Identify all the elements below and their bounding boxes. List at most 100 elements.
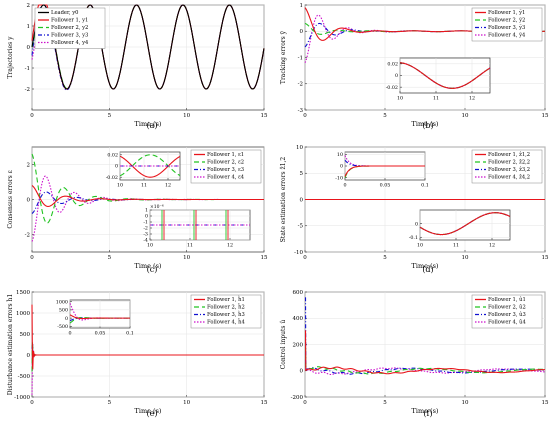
y-tick-label: -5 <box>298 224 304 230</box>
y-tick-label: 1 <box>27 24 31 30</box>
x-tick-label: 11 <box>187 242 193 248</box>
x-tick-label: 0.1 <box>126 330 134 336</box>
x-tick-label: 0 <box>303 113 307 119</box>
y-tick-label: 0 <box>340 164 343 170</box>
y-tick-label: 0 <box>65 316 68 322</box>
x-tick-label: 11 <box>433 95 439 101</box>
y-tick-label: -0.02 <box>106 175 118 181</box>
x-tick-label: 15 <box>261 400 268 406</box>
y-tick-label: 0 <box>415 221 418 227</box>
series-leader <box>31 4 265 90</box>
inset-bottom-series-1 <box>419 212 511 236</box>
legend-entry: Follower 1, ẑ1,2 <box>488 151 530 158</box>
series-follower-3 <box>31 191 264 214</box>
y-tick-label: -10 <box>335 175 343 181</box>
x-axis-label: Time (s) <box>412 262 439 270</box>
x-tick-label: 10 <box>462 113 469 119</box>
x-tick-label: 0 <box>303 255 307 261</box>
x-tick-label: 10 <box>183 113 190 119</box>
series-follower-1 <box>304 330 546 375</box>
y-tick-label: 0 <box>300 29 304 35</box>
y-tick-label: 0 <box>115 164 118 170</box>
y-tick-label: 1000 <box>56 299 68 305</box>
x-tick-label: 10 <box>417 242 423 248</box>
x-tick-label: 5 <box>383 113 387 119</box>
y-tick-label: 0.02 <box>107 152 118 158</box>
series-follower-1 <box>31 185 264 207</box>
x-tick-label: 15 <box>261 255 268 261</box>
y-tick-label: 0 <box>27 353 31 359</box>
y-tick-label: -1 <box>143 220 148 226</box>
legend-entry: Follower 3, y3 <box>51 33 88 39</box>
y-tick-label: -1 <box>25 66 30 72</box>
y-tick-label: 200 <box>293 342 304 348</box>
y-tick-label: -2 <box>25 87 30 93</box>
y-tick-label: 10 <box>337 152 343 158</box>
y-tick-label: 1000 <box>16 311 30 317</box>
x-axis-label: Time (s) <box>135 262 162 270</box>
caption-c: (c) <box>147 265 158 274</box>
series-follower-1 <box>31 304 264 370</box>
y-tick-label: -10 <box>294 250 303 256</box>
x-tick-label: 11 <box>141 182 147 188</box>
legend-box <box>190 149 262 184</box>
x-tick-label: 0.05 <box>380 182 391 188</box>
x-tick-label: 15 <box>542 113 549 119</box>
y-axis-label: Trajectories y <box>7 36 14 79</box>
y-tick-label: 10 <box>296 145 303 151</box>
y-tick-label: 2 <box>27 162 31 168</box>
y-tick-label: -0.02 <box>386 85 398 91</box>
caption-f: (f) <box>423 409 432 418</box>
x-axis-label: Time (s) <box>135 407 162 415</box>
y-tick-label: -500 <box>18 374 31 380</box>
x-tick-label: 0 <box>68 330 71 336</box>
x-tick-label: 11 <box>453 242 459 248</box>
legend-entry: Follower 3, ĥ3 <box>207 311 245 318</box>
x-tick-label: 0 <box>30 255 34 261</box>
x-tick-label: 10 <box>183 255 190 261</box>
legend-entry: Follower 1, ĥ1 <box>207 296 245 303</box>
x-tick-label: 5 <box>383 400 387 406</box>
y-axis-label: Consensus errors ε <box>7 170 14 228</box>
caption-e: (e) <box>147 409 158 418</box>
inset-d-bottom: 10 11 12 0 -0.1 <box>409 209 511 248</box>
y-tick-label: 0 <box>27 45 31 51</box>
legend-entry: Leader, y0 <box>51 10 78 16</box>
y-tick-label: 1 <box>145 208 148 214</box>
plot-area <box>419 209 511 241</box>
x-tick-label: 12 <box>489 242 495 248</box>
y-tick-label: 1 <box>300 3 304 9</box>
y-tick-label: 0 <box>27 197 31 203</box>
y-tick-label: -200 <box>291 395 304 401</box>
x-tick-label: 5 <box>108 400 112 406</box>
legend-entry: Follower 2, ẑ2,2 <box>488 159 530 166</box>
caption-b: (b) <box>422 121 433 130</box>
x-tick-label: 5 <box>108 255 112 261</box>
x-tick-label: 10 <box>462 255 469 261</box>
x-tick-label: 10 <box>397 95 403 101</box>
legend-entry: Follower 3, ẑ3,2 <box>488 166 530 173</box>
x-tick-label: 15 <box>261 113 268 119</box>
legend-box <box>34 7 106 49</box>
x-tick-label: 5 <box>108 113 112 119</box>
y-tick-label: -500 <box>57 324 68 330</box>
legend-entry: Follower 1, ỹ1 <box>488 9 525 16</box>
legend-entry: Follower 1, y1 <box>51 18 88 24</box>
legend-entry: Follower 3, ε3 <box>207 167 244 173</box>
legend-entry: Follower 4, ỹ4 <box>488 32 526 39</box>
inset-top-series-1 <box>119 155 181 178</box>
legend-box <box>471 149 543 184</box>
legend-entry: Follower 3, ỹ3 <box>488 24 525 31</box>
y-tick-label: -0.1 <box>409 235 418 241</box>
inset-series-1 <box>399 62 491 89</box>
legend-entry: Follower 2, ỹ2 <box>488 17 525 24</box>
y-tick-label: 500 <box>59 308 68 314</box>
x-tick-label: 12 <box>165 182 171 188</box>
caption-d: (d) <box>422 265 433 274</box>
y-tick-label: -1 <box>298 55 303 61</box>
